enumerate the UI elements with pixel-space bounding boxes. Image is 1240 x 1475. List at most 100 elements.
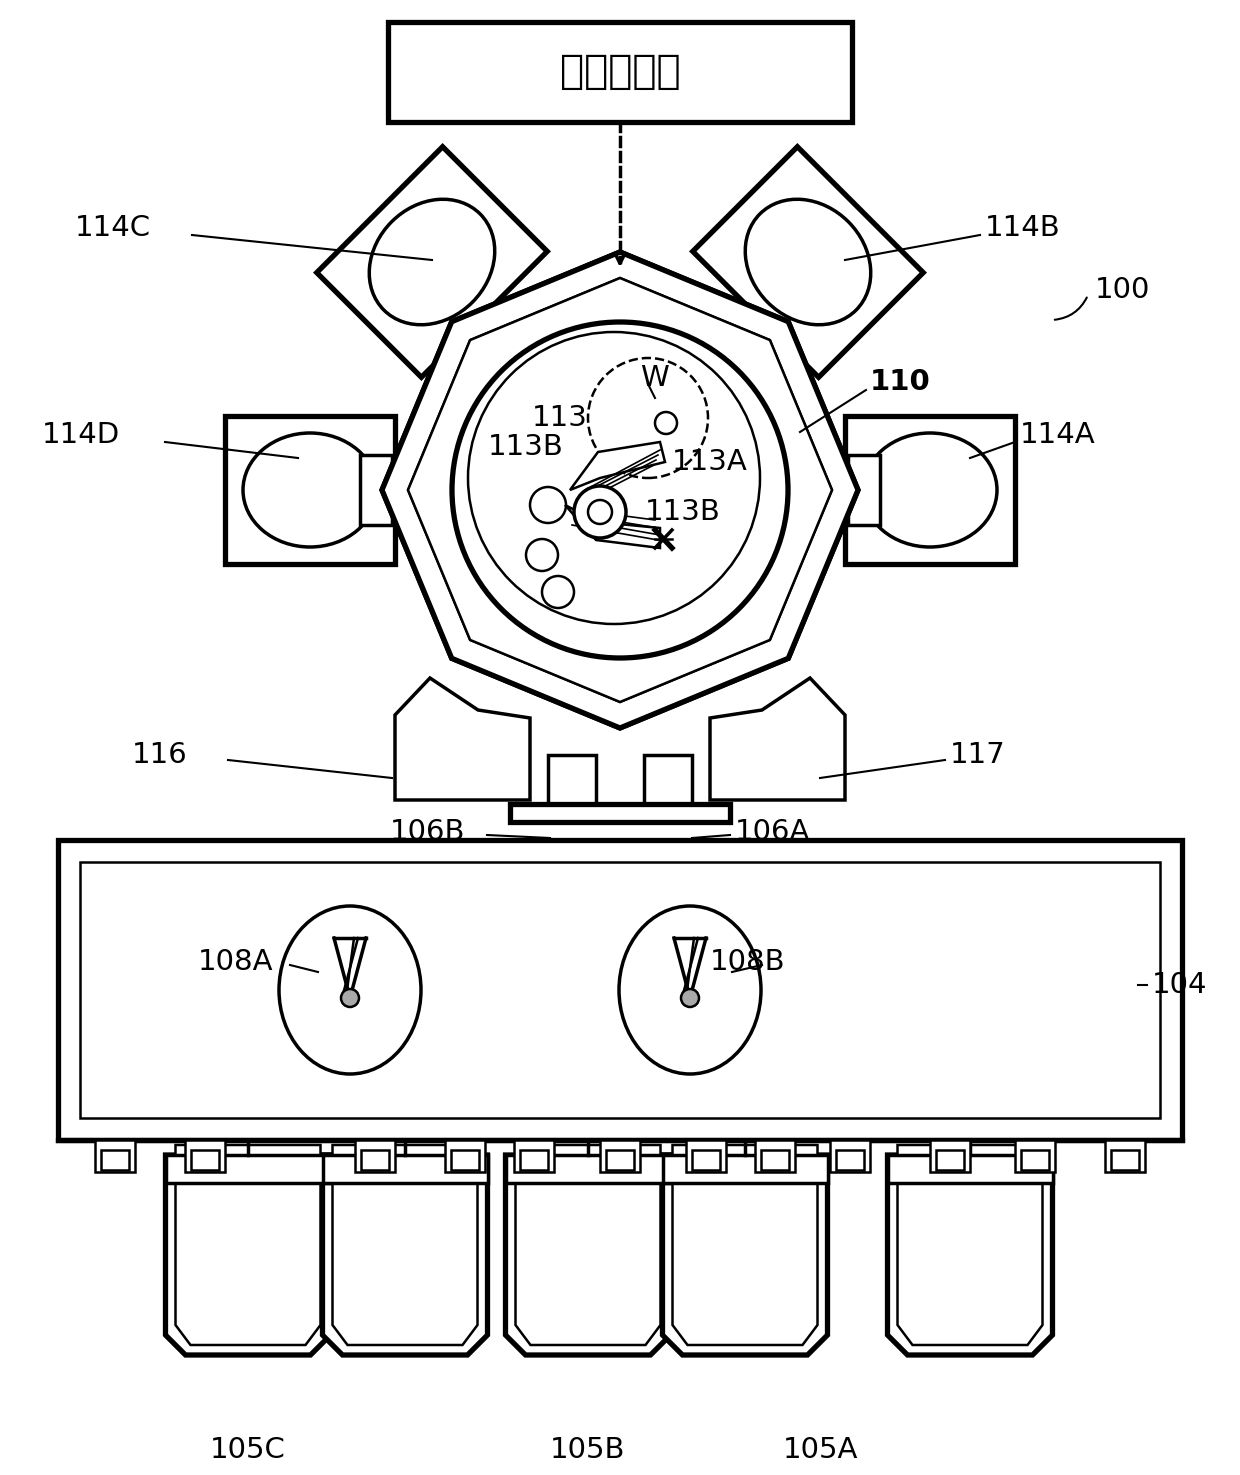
- Bar: [930, 1140, 970, 1173]
- Bar: [600, 1140, 640, 1173]
- Text: 110: 110: [870, 367, 931, 395]
- Polygon shape: [888, 1155, 1053, 1356]
- Text: 113B: 113B: [489, 434, 564, 462]
- Ellipse shape: [243, 434, 377, 547]
- Polygon shape: [898, 1145, 1043, 1345]
- Polygon shape: [396, 678, 529, 799]
- Bar: [830, 1140, 870, 1173]
- Bar: [662, 1155, 827, 1183]
- Polygon shape: [516, 1145, 661, 1345]
- Bar: [836, 1150, 864, 1170]
- Bar: [692, 1150, 720, 1170]
- Bar: [1105, 1140, 1145, 1173]
- Circle shape: [341, 990, 360, 1007]
- Text: 104: 104: [1152, 971, 1208, 999]
- Bar: [58, 839, 1182, 1140]
- Bar: [755, 1140, 795, 1173]
- Text: 113A: 113A: [672, 448, 748, 476]
- Bar: [548, 755, 596, 810]
- Bar: [355, 1140, 396, 1173]
- Polygon shape: [224, 416, 396, 563]
- Bar: [185, 1140, 224, 1173]
- Bar: [1016, 1140, 1055, 1173]
- Bar: [888, 1155, 1053, 1183]
- Text: 114C: 114C: [74, 214, 151, 242]
- Text: 105C: 105C: [210, 1437, 286, 1465]
- Bar: [81, 861, 1159, 1118]
- Text: 114A: 114A: [1021, 420, 1096, 448]
- Bar: [95, 1140, 135, 1173]
- Text: 100: 100: [1095, 276, 1151, 304]
- Bar: [936, 1150, 963, 1170]
- Bar: [515, 1140, 554, 1173]
- Polygon shape: [458, 319, 539, 398]
- Polygon shape: [701, 319, 782, 398]
- Bar: [520, 1150, 548, 1170]
- Polygon shape: [176, 1145, 320, 1345]
- Bar: [506, 1155, 671, 1183]
- Bar: [510, 804, 730, 822]
- Polygon shape: [316, 146, 547, 378]
- Ellipse shape: [370, 199, 495, 324]
- Polygon shape: [382, 252, 858, 729]
- Bar: [644, 755, 692, 810]
- Bar: [165, 1155, 331, 1183]
- Bar: [445, 1140, 485, 1173]
- Polygon shape: [360, 454, 392, 525]
- Circle shape: [574, 485, 626, 538]
- Polygon shape: [672, 1145, 817, 1345]
- Bar: [361, 1150, 389, 1170]
- Bar: [100, 1150, 129, 1170]
- Polygon shape: [506, 1155, 671, 1356]
- Polygon shape: [332, 1145, 477, 1345]
- Polygon shape: [408, 277, 832, 702]
- Polygon shape: [408, 277, 832, 702]
- Polygon shape: [382, 252, 858, 729]
- Bar: [761, 1150, 789, 1170]
- Text: 105B: 105B: [551, 1437, 626, 1465]
- Bar: [606, 1150, 634, 1170]
- Bar: [451, 1150, 479, 1170]
- Text: 106B: 106B: [391, 819, 465, 847]
- Polygon shape: [165, 1155, 331, 1356]
- Text: W: W: [640, 364, 668, 392]
- Text: 114D: 114D: [42, 420, 120, 448]
- Bar: [191, 1150, 219, 1170]
- Circle shape: [453, 322, 787, 658]
- Bar: [322, 1155, 487, 1183]
- Polygon shape: [844, 416, 1016, 563]
- Bar: [1021, 1150, 1049, 1170]
- Ellipse shape: [619, 906, 761, 1074]
- Text: 114B: 114B: [985, 214, 1060, 242]
- Circle shape: [526, 538, 558, 571]
- Polygon shape: [848, 454, 880, 525]
- Text: 117: 117: [950, 740, 1006, 768]
- Bar: [686, 1140, 725, 1173]
- Polygon shape: [565, 504, 660, 549]
- Polygon shape: [662, 1155, 827, 1356]
- Circle shape: [588, 358, 708, 478]
- Bar: [1111, 1150, 1140, 1170]
- Ellipse shape: [279, 906, 422, 1074]
- Text: 116: 116: [131, 740, 187, 768]
- Text: 系统控制器: 系统控制器: [559, 52, 681, 91]
- Circle shape: [655, 412, 677, 434]
- Circle shape: [542, 577, 574, 608]
- Polygon shape: [711, 678, 844, 799]
- Text: 113: 113: [532, 404, 588, 432]
- Polygon shape: [570, 442, 665, 490]
- Circle shape: [467, 332, 760, 624]
- Circle shape: [529, 487, 565, 524]
- Ellipse shape: [745, 199, 870, 324]
- Polygon shape: [693, 146, 924, 378]
- Text: 108A: 108A: [198, 948, 274, 976]
- Circle shape: [681, 990, 699, 1007]
- Text: 106A: 106A: [735, 819, 811, 847]
- Circle shape: [588, 500, 613, 524]
- Bar: [388, 22, 852, 122]
- Text: 108B: 108B: [711, 948, 786, 976]
- Polygon shape: [322, 1155, 487, 1356]
- Text: 105A: 105A: [782, 1437, 858, 1465]
- Ellipse shape: [863, 434, 997, 547]
- Text: 113B: 113B: [645, 499, 720, 527]
